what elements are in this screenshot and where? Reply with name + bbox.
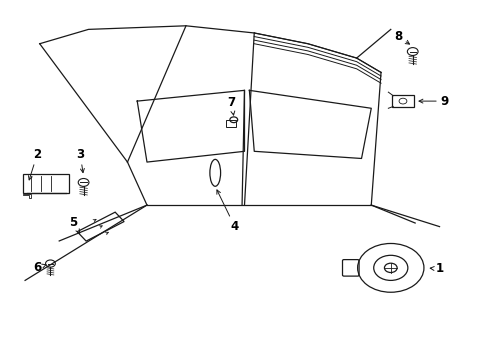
Text: 2: 2 [28,148,41,180]
Text: 3: 3 [76,148,84,172]
Text: 7: 7 [227,96,235,115]
Text: 8: 8 [393,30,408,44]
Text: 6: 6 [33,261,46,274]
Text: 1: 1 [429,262,443,275]
Text: 9: 9 [418,95,447,108]
Text: 4: 4 [217,190,238,233]
Text: 5: 5 [69,216,80,233]
